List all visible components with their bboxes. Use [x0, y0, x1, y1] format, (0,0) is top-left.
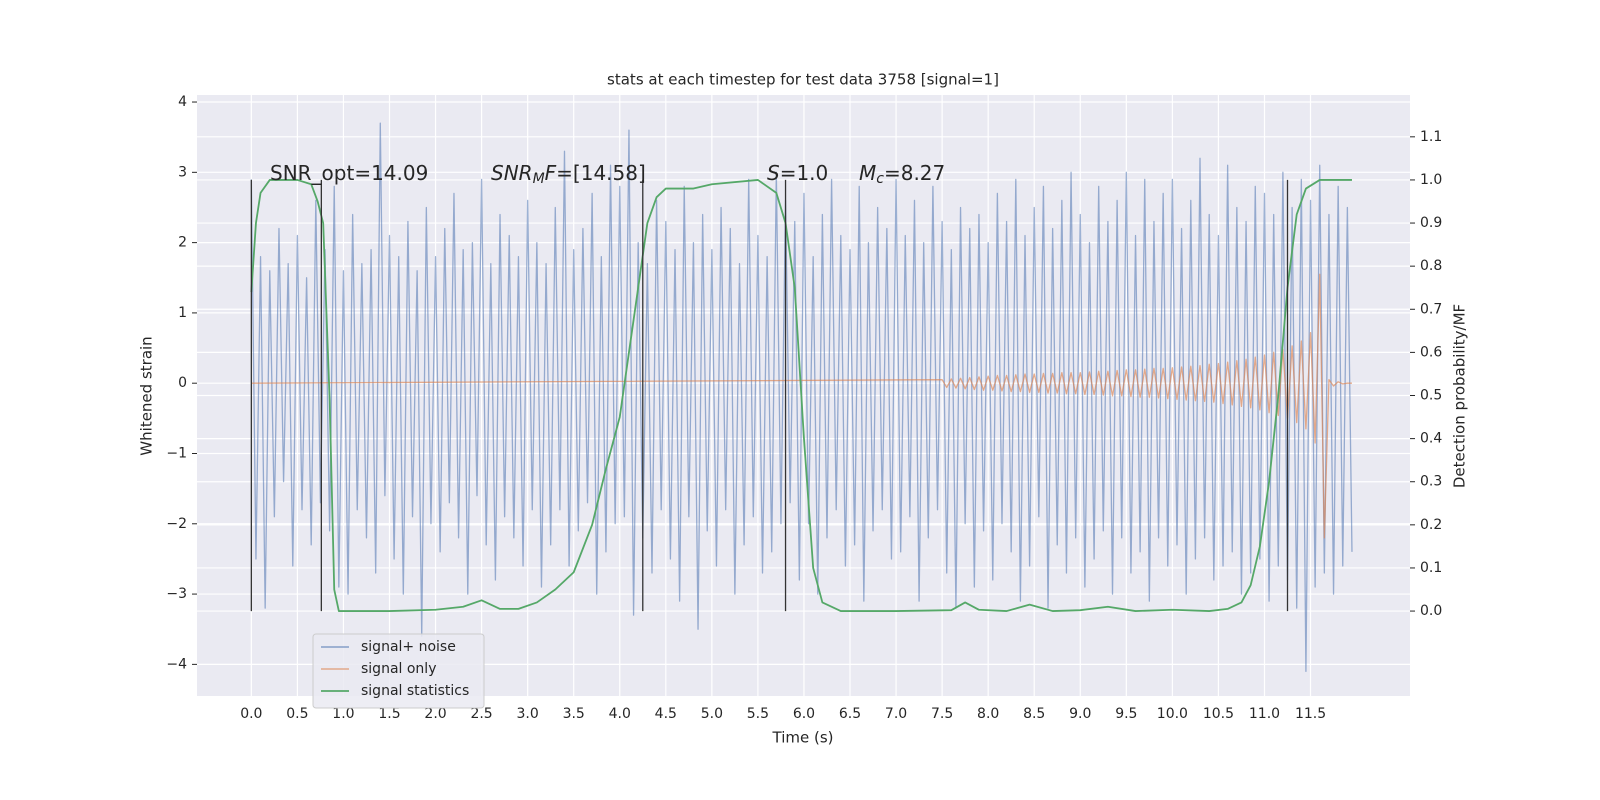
x-tick-label: 9.0: [1069, 706, 1091, 722]
x-axis-label: Time (s): [772, 729, 834, 747]
y2-tick-label: 0.6: [1420, 344, 1442, 360]
x-tick-label: 10.0: [1157, 706, 1188, 722]
y-axis-label: Whitened strain: [138, 336, 156, 455]
y2-tick-label: 0.1: [1420, 560, 1442, 576]
annotation-part: =8.27: [884, 161, 945, 185]
y-tick-label: 1: [178, 305, 187, 321]
y-tick-label: −3: [166, 586, 187, 602]
series-line: [250, 179, 1352, 612]
y-tick-label: 0: [178, 375, 187, 391]
annotation: S=1.0: [767, 161, 828, 185]
x-tick-label: 1.5: [378, 706, 400, 722]
x-tick-label: 7.0: [885, 706, 907, 722]
x-tick-label: 3.0: [517, 706, 539, 722]
x-tick-label: 3.5: [563, 706, 585, 722]
annotation-part: SNR: [491, 161, 533, 185]
y2-tick-label: 0.2: [1420, 517, 1442, 533]
annotation-part: M: [859, 161, 876, 185]
y2-axis-label: Detection probability/MF: [1451, 304, 1469, 488]
x-tick-label: 8.0: [977, 706, 999, 722]
y2-tick-label: 0.8: [1420, 258, 1442, 274]
annotation-part: =1.0: [780, 161, 829, 185]
x-tick-label: 0.0: [240, 706, 262, 722]
y2-tick-label: 0.9: [1420, 215, 1442, 231]
x-tick-label: 2.0: [424, 706, 446, 722]
x-tick-label: 11.0: [1249, 706, 1280, 722]
x-tick-label: 6.0: [793, 706, 815, 722]
y2-tick-label: 0.0: [1420, 603, 1442, 619]
legend-label: signal statistics: [361, 683, 469, 699]
annotation-part: SNR_opt=14.09: [270, 161, 428, 185]
x-tick-label: 5.0: [701, 706, 723, 722]
x-tick-label: 4.5: [655, 706, 677, 722]
x-tick-label: 11.5: [1295, 706, 1326, 722]
x-tick-label: 2.5: [470, 706, 492, 722]
y-tick-label: 2: [178, 235, 187, 251]
y-tick-label: 3: [178, 164, 187, 180]
y-tick-label: −1: [166, 445, 187, 461]
legend-box: [312, 633, 485, 709]
y2-tick-label: 0.5: [1420, 388, 1442, 404]
y-tick-label: −2: [166, 516, 187, 532]
annotation-part: M: [533, 171, 545, 187]
annotation-part: F: [545, 161, 557, 185]
x-tick-label: 8.5: [1023, 706, 1045, 722]
y2-tick-label: 0.7: [1420, 301, 1442, 317]
annotation: SNR_opt=14.09: [270, 161, 428, 185]
legend-label: signal+ noise: [361, 639, 456, 655]
annotation-part: =[14.58]: [556, 161, 646, 185]
y2-tick-label: 1.1: [1420, 129, 1442, 145]
legend: signal+ noise signal only signal statistic…: [312, 633, 485, 709]
x-tick-label: 1.0: [332, 706, 354, 722]
x-tick-label: 9.5: [1115, 706, 1137, 722]
marks: [250, 122, 1353, 673]
x-tick-label: 10.5: [1203, 706, 1234, 722]
y-tick-label: 4: [178, 94, 187, 110]
y2-tick-label: 1.0: [1420, 172, 1442, 188]
y2-tick-label: 0.3: [1420, 474, 1442, 490]
x-tick-label: 4.0: [609, 706, 631, 722]
x-tick-label: 0.5: [286, 706, 308, 722]
chart-title: stats at each timestep for test data 375…: [607, 71, 999, 89]
y2-tick-label: 0.4: [1420, 431, 1442, 447]
annotation-part: c: [876, 171, 884, 187]
legend-label: signal only: [361, 661, 436, 677]
x-tick-label: 6.5: [839, 706, 861, 722]
x-tick-label: 5.5: [747, 706, 769, 722]
y-tick-label: −4: [166, 656, 187, 672]
annotation-part: S: [767, 161, 780, 185]
annotation: SNRMF=[14.58]: [491, 161, 646, 188]
x-tick-label: 7.5: [931, 706, 953, 722]
annotation: Mc=8.27: [859, 161, 945, 188]
